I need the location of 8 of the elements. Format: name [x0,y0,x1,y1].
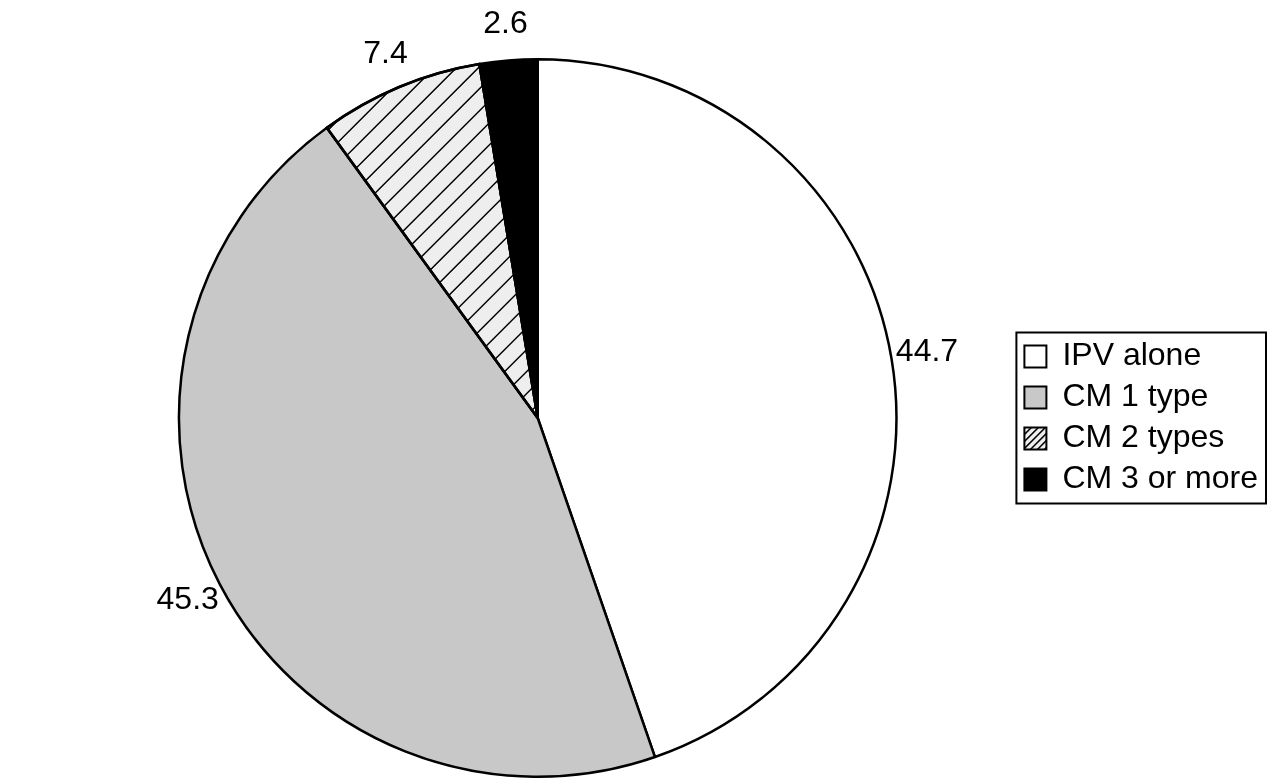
data-label: 44.7 [895,332,959,369]
legend-label: CM 3 or more [1062,459,1258,496]
data-label: 2.6 [483,4,528,41]
legend-label: CM 1 type [1062,377,1209,414]
data-label: 7.4 [363,33,408,70]
legend-label: IPV alone [1062,336,1202,373]
legend-label: CM 2 types [1062,418,1225,455]
data-label: 45.3 [156,580,219,617]
